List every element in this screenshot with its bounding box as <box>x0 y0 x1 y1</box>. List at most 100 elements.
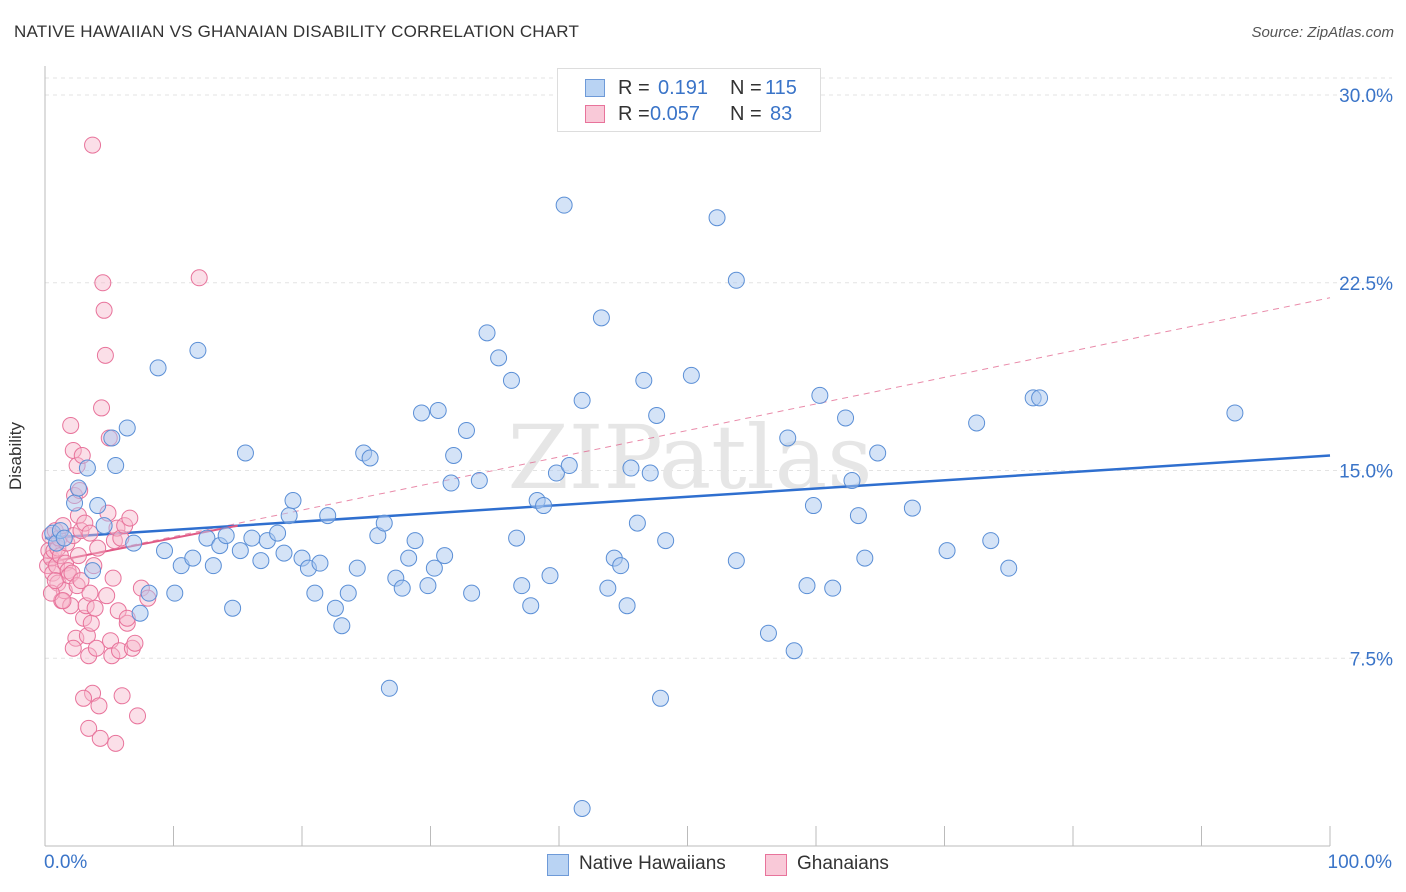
ghanaians-point <box>78 627 96 645</box>
legend-n-value: 115 <box>765 77 797 99</box>
ghanaians-point <box>113 687 131 705</box>
ghanaians-point <box>190 269 208 287</box>
native-hawaiians-point <box>547 464 565 482</box>
legend-n-label: N = <box>730 77 762 99</box>
ghanaians-point <box>90 697 108 715</box>
legend-swatch-blue <box>547 854 569 876</box>
ghanaians-point <box>87 639 105 657</box>
ghanaians-point <box>46 572 64 590</box>
native-hawaiians-point <box>592 309 610 327</box>
native-hawaiians-point <box>560 457 578 475</box>
ghanaians-point <box>80 719 98 737</box>
y-axis-label: Disability <box>6 421 25 491</box>
native-hawaiians-point <box>361 449 379 467</box>
native-hawaiians-point <box>393 579 411 597</box>
ghanaians-point <box>126 634 144 652</box>
native-hawaiians-point <box>457 421 475 439</box>
native-hawaiians-point <box>400 549 418 567</box>
chart-title: NATIVE HAWAIIAN VS GHANAIAN DISABILITY C… <box>14 22 580 41</box>
ghanaians-point <box>69 547 87 565</box>
native-hawaiians-point <box>522 597 540 615</box>
native-hawaiians-points <box>44 196 1244 817</box>
native-hawaiians-point <box>436 547 454 565</box>
native-hawaiians-point <box>275 544 293 562</box>
native-hawaiians-point <box>1226 404 1244 422</box>
ghanaians-point <box>121 509 139 527</box>
native-hawaiians-point <box>490 349 508 367</box>
native-hawaiians-trend-line <box>44 454 1331 540</box>
x-tick-label-max: 100.0% <box>1327 852 1392 873</box>
native-hawaiians-point <box>84 562 102 580</box>
native-hawaiians-point <box>652 689 670 707</box>
legend-row-native-hawaiians: R = 0.191 N = 115 <box>558 75 820 101</box>
native-hawaiians-point <box>89 497 107 515</box>
native-hawaiians-point <box>319 507 337 525</box>
ghanaians-point <box>95 301 113 319</box>
ghanaians-point <box>89 539 107 557</box>
native-hawaiians-point <box>156 542 174 560</box>
native-hawaiians-point <box>204 557 222 575</box>
native-hawaiians-point <box>269 524 287 542</box>
native-hawaiians-point <box>938 542 956 560</box>
legend-r-value: 0.191 <box>658 77 709 99</box>
native-hawaiians-point <box>843 472 861 490</box>
native-hawaiians-point <box>231 542 249 560</box>
native-hawaiians-point <box>149 359 167 377</box>
native-hawaiians-point <box>311 554 329 572</box>
native-hawaiians-point <box>166 584 184 602</box>
ghanaians-points <box>39 136 208 752</box>
legend-swatch-blue <box>585 79 605 97</box>
native-hawaiians-point <box>1000 559 1018 577</box>
native-hawaiians-point <box>824 579 842 597</box>
native-hawaiians-point <box>280 507 298 525</box>
ghanaians-point <box>76 514 94 532</box>
y-tick-label: 7.5% <box>1350 649 1393 670</box>
source-label: Source: ZipAtlas.com <box>1251 24 1394 41</box>
native-hawaiians-point <box>333 617 351 635</box>
native-hawaiians-point <box>236 444 254 462</box>
ghanaians-point <box>129 707 147 725</box>
native-hawaiians-point <box>573 391 591 409</box>
native-hawaiians-point <box>541 567 559 585</box>
native-hawaiians-point <box>628 514 646 532</box>
native-hawaiians-point <box>348 559 366 577</box>
correlation-legend: R = 0.191 N = 115 R = 0.057 N = 83 <box>557 68 821 132</box>
ghanaians-point <box>64 639 82 657</box>
native-hawaiians-point <box>622 459 640 477</box>
native-hawaiians-point <box>284 492 302 510</box>
native-hawaiians-point <box>968 414 986 432</box>
native-hawaiians-point <box>779 429 797 447</box>
native-hawaiians-point <box>470 472 488 490</box>
native-hawaiians-point <box>103 429 121 447</box>
native-hawaiians-point <box>425 559 443 577</box>
native-hawaiians-point <box>804 497 822 515</box>
native-hawaiians-point <box>55 529 73 547</box>
native-hawaiians-point <box>445 446 463 464</box>
native-hawaiians-point <box>326 599 344 617</box>
native-hawaiians-point <box>657 532 675 550</box>
ghanaians-point <box>82 614 100 632</box>
native-hawaiians-point <box>641 464 659 482</box>
native-hawaiians-point <box>513 577 531 595</box>
native-hawaiians-point <box>419 577 437 595</box>
native-hawaiians-point <box>727 271 745 289</box>
gridlines <box>45 77 1392 659</box>
legend-r-value: 0.057 <box>650 103 701 125</box>
ghanaians-point <box>86 599 104 617</box>
native-hawaiians-point <box>243 529 261 547</box>
native-hawaiians-point <box>406 532 424 550</box>
ghanaians-point <box>91 729 109 747</box>
native-hawaiians-point <box>785 642 803 660</box>
native-hawaiians-point <box>184 549 202 567</box>
native-hawaiians-point <box>95 517 113 535</box>
y-tick-label: 22.5% <box>1339 274 1393 295</box>
native-hawaiians-point <box>599 579 617 597</box>
native-hawaiians-point <box>478 324 496 342</box>
native-hawaiians-point <box>306 584 324 602</box>
series-legend: Native Hawaiians Ghanaians <box>0 852 1406 878</box>
native-hawaiians-point <box>198 529 216 547</box>
native-hawaiians-point <box>140 584 158 602</box>
ghanaians-point <box>104 569 122 587</box>
ghanaians-point <box>111 642 129 660</box>
y-tick-labels: 7.5% 15.0% 22.5% 30.0% <box>1339 86 1393 670</box>
